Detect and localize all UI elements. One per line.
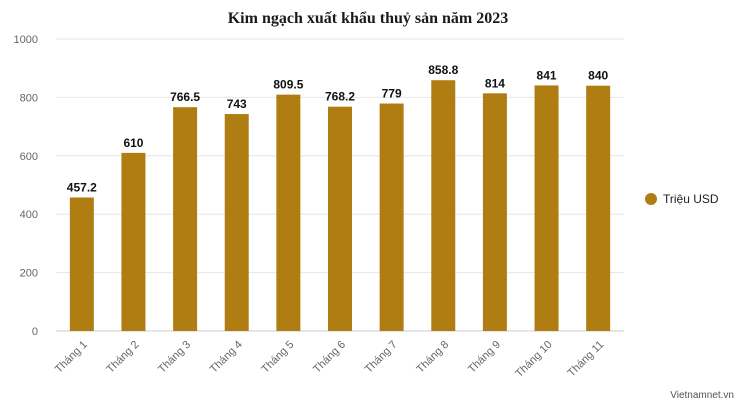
data-labels: 457.2 610 766.5 743 809.5 768.2 779 858.8 814 841… <box>67 63 609 194</box>
bar[interactable] <box>586 85 611 331</box>
data-label: 841 <box>537 68 557 82</box>
credit-text: Vietnamnet.vn <box>670 390 734 401</box>
bar[interactable] <box>379 103 404 331</box>
y-tick-label: 400 <box>20 209 38 221</box>
bar[interactable] <box>173 107 198 331</box>
bar[interactable] <box>276 94 301 331</box>
x-tick-label: Tháng 3 <box>156 339 193 376</box>
x-axis-ticks: Tháng 1 Tháng 2 Tháng 3 Tháng 4 Tháng 5 Tháng… <box>53 339 606 380</box>
x-tick-label: Tháng 4 <box>208 339 245 376</box>
x-tick-label: Tháng 9 <box>466 339 503 376</box>
data-label: 768.2 <box>325 90 355 104</box>
x-tick-label: Tháng 1 <box>53 339 90 376</box>
data-label: 814 <box>485 76 505 90</box>
y-tick-label: 1000 <box>14 34 38 46</box>
chart-title: Kim ngạch xuất khẩu thuỷ sản năm 2023 <box>228 10 509 27</box>
x-tick-label: Tháng 10 <box>513 339 554 380</box>
y-tick-label: 800 <box>20 92 38 104</box>
data-label: 457.2 <box>67 180 97 194</box>
x-tick-label: Tháng 6 <box>311 339 348 376</box>
legend[interactable]: Triệu USD <box>645 192 719 206</box>
x-tick-label: Tháng 11 <box>566 339 607 380</box>
data-label: 743 <box>227 97 247 111</box>
data-label: 779 <box>382 87 402 101</box>
x-tick-label: Tháng 5 <box>259 339 296 376</box>
bar[interactable] <box>328 106 352 331</box>
bar[interactable] <box>224 114 249 331</box>
y-axis-ticks: 0 200 400 600 800 1000 <box>14 34 38 338</box>
y-tick-label: 200 <box>20 268 38 280</box>
bars <box>69 80 611 331</box>
x-tick-label: Tháng 7 <box>363 339 400 376</box>
bar[interactable] <box>431 80 456 331</box>
data-label: 766.5 <box>170 90 200 104</box>
x-tick-label: Tháng 8 <box>414 339 451 376</box>
bar[interactable] <box>482 93 507 331</box>
legend-marker <box>645 193 657 205</box>
bar[interactable] <box>121 152 146 331</box>
data-label: 809.5 <box>273 78 303 92</box>
data-label: 858.8 <box>428 63 458 77</box>
data-label: 610 <box>123 136 143 150</box>
legend-label: Triệu USD <box>663 192 719 206</box>
bar[interactable] <box>69 197 94 331</box>
y-tick-label: 600 <box>20 151 38 163</box>
bar[interactable] <box>534 85 559 331</box>
y-tick-label: 0 <box>32 326 38 338</box>
x-tick-label: Tháng 2 <box>105 339 142 376</box>
data-label: 840 <box>588 69 608 83</box>
